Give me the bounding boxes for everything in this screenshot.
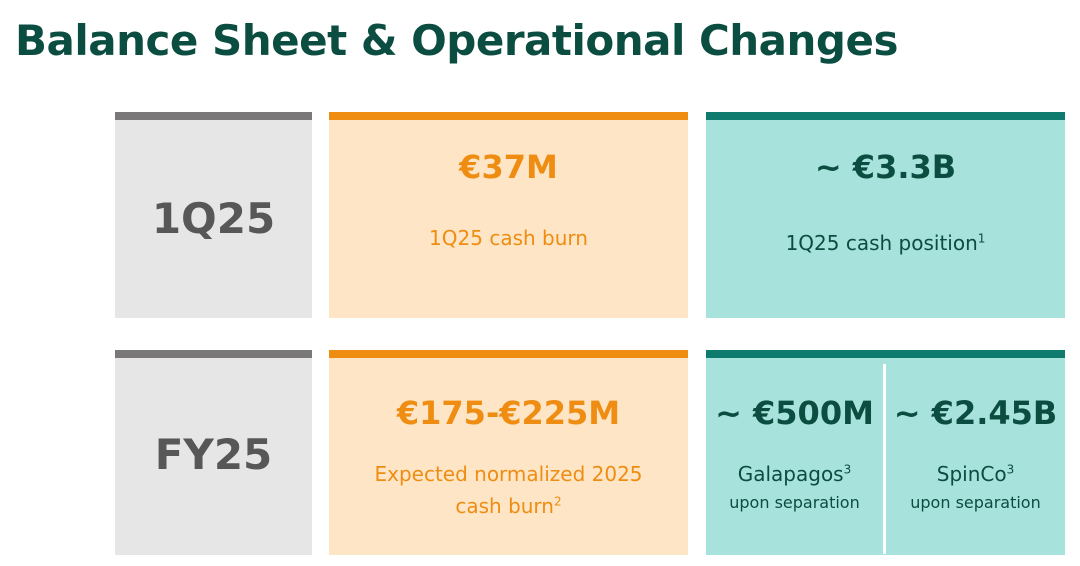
period-box: FY25	[115, 350, 312, 555]
name: SpinCo3	[886, 462, 1065, 486]
cash-position-box: ~ €3.3B 1Q25 cash position1	[706, 112, 1065, 318]
split-box: ~ €500M Galapagos3 upon separation ~ €2.…	[706, 350, 1065, 555]
cash-burn-box: €175-€225M Expected normalized 2025 cash…	[329, 350, 688, 555]
footnote: 3	[843, 462, 852, 477]
label: 1Q25 cash burn	[429, 226, 588, 250]
period-label: 1Q25	[151, 194, 276, 243]
note: upon separation	[729, 493, 860, 512]
value: ~ €3.3B	[814, 148, 957, 186]
value: €175-€225M	[396, 394, 621, 432]
split-cell: ~ €500M Galapagos3 upon separation	[706, 358, 883, 555]
name: Galapagos3	[706, 462, 883, 486]
label-text: cash burn	[455, 494, 554, 518]
period-label: FY25	[154, 430, 273, 479]
value: ~ €500M	[715, 394, 874, 432]
value: ~ €2.45B	[893, 394, 1058, 432]
split-cell: ~ €2.45B SpinCo3 upon separation	[886, 358, 1065, 555]
title: Balance Sheet & Operational Changes	[15, 16, 898, 65]
footnote: 2	[553, 494, 562, 509]
footnote: 3	[1006, 462, 1015, 477]
name-text: SpinCo	[936, 462, 1007, 486]
label-text: 1Q25 cash position	[785, 231, 978, 255]
label-line: cash burn2	[329, 494, 688, 518]
divider	[883, 364, 886, 554]
name-text: Galapagos	[737, 462, 844, 486]
label-line: Expected normalized 2025	[374, 462, 643, 486]
cash-burn-box: €37M 1Q25 cash burn	[329, 112, 688, 318]
value: €37M	[459, 148, 558, 186]
note: upon separation	[910, 493, 1041, 512]
label: 1Q25 cash position1	[706, 231, 1065, 255]
footnote: 1	[977, 231, 986, 246]
period-box: 1Q25	[115, 112, 312, 318]
